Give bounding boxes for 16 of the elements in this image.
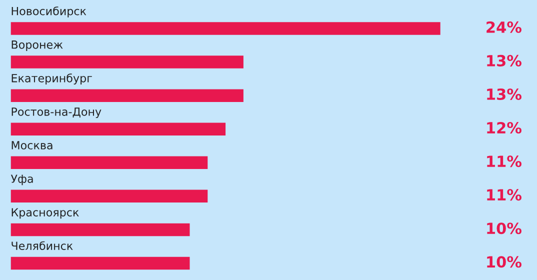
data-label: 10% bbox=[487, 256, 522, 268]
y-tick-label: Ростов-на-Дону bbox=[12, 108, 102, 118]
data-label: 12% bbox=[487, 122, 522, 134]
data-label: 13% bbox=[487, 88, 522, 100]
data-label: 11% bbox=[487, 156, 522, 168]
data-label: 24% bbox=[486, 21, 522, 33]
data-label: 13% bbox=[487, 54, 522, 66]
y-tick-label: Москва bbox=[12, 141, 52, 150]
y-tick-label: Красноярск bbox=[12, 208, 79, 219]
y-tick-label: Челябинск bbox=[12, 241, 73, 250]
y-tick-label: Новосибирск bbox=[12, 6, 86, 18]
data-label: 10% bbox=[487, 222, 522, 234]
y-tick-label: Екатеринбург bbox=[12, 74, 92, 85]
y-tick-label: Уфа bbox=[10, 174, 33, 186]
y-tick-label: Воронеж bbox=[12, 40, 63, 51]
data-label: 11% bbox=[487, 189, 522, 201]
